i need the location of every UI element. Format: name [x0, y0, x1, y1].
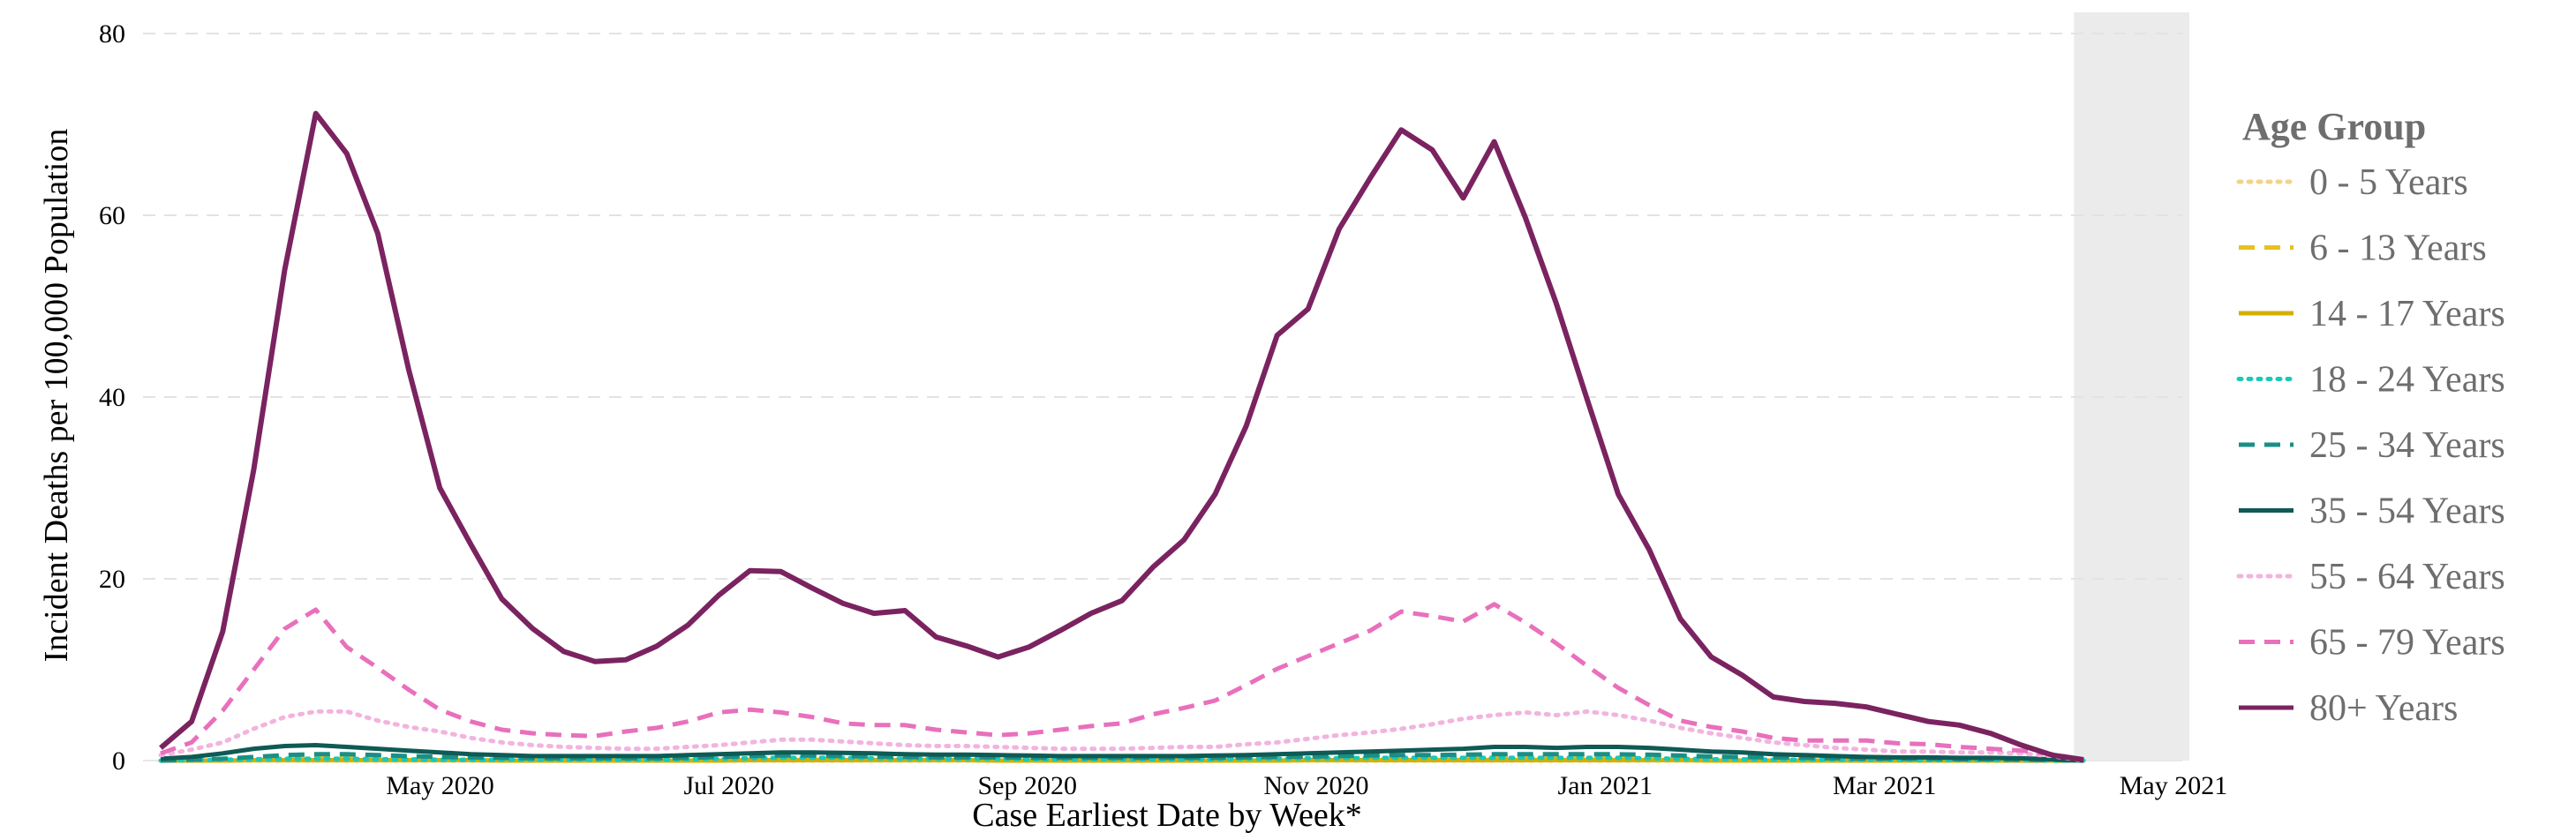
legend: Age Group 0 - 5 Years 6 - 13 Years 14 - 17… [2236, 105, 2505, 729]
legend-item: 35 - 54 Years [2239, 491, 2505, 532]
y-axis-title: Incident Deaths per 100,000 Population [38, 129, 75, 663]
y-tick-label: 80 [99, 19, 125, 49]
series-line-80+-years [159, 110, 2084, 762]
series-line-35-54-years [160, 743, 2084, 763]
legend-item: 0 - 5 Years [2236, 162, 2468, 203]
y-tick-label: 40 [99, 383, 125, 412]
legend-item: 25 - 34 Years [2239, 425, 2505, 466]
series-lines [158, 110, 2086, 763]
y-axis-ticks: 0 20 40 60 80 [99, 19, 125, 776]
x-tick-label: Jan 2021 [1557, 771, 1653, 800]
legend-label: 0 - 5 Years [2309, 162, 2468, 203]
x-axis-title: Case Earliest Date by Week* [972, 797, 1362, 834]
legend-item: 6 - 13 Years [2239, 229, 2487, 269]
legend-label: 14 - 17 Years [2309, 294, 2505, 334]
x-tick-label: May 2020 [386, 771, 494, 800]
x-tick-label: Jul 2020 [684, 771, 775, 800]
legend-title: Age Group [2242, 105, 2426, 148]
legend-label: 6 - 13 Years [2309, 229, 2487, 269]
legend-label: 55 - 64 Years [2309, 557, 2505, 597]
legend-item: 14 - 17 Years [2239, 294, 2505, 334]
y-tick-label: 60 [99, 201, 125, 230]
legend-label: 25 - 34 Years [2309, 425, 2505, 466]
shaded-partial-data-region [2074, 12, 2189, 761]
x-tick-label: Mar 2021 [1833, 771, 1936, 800]
legend-item: 65 - 79 Years [2239, 623, 2505, 664]
x-tick-label: May 2021 [2120, 771, 2228, 800]
series-line-55-64-years [158, 709, 2086, 763]
legend-item: 80+ Years [2239, 688, 2458, 729]
x-tick-label: Sep 2020 [977, 771, 1077, 800]
y-tick-label: 0 [112, 746, 125, 776]
legend-item: 18 - 24 Years [2236, 360, 2505, 401]
x-axis-ticks: May 2020 Jul 2020 Sep 2020 Nov 2020 Jan 2021… [386, 771, 2227, 800]
legend-label: 65 - 79 Years [2309, 623, 2505, 664]
legend-label: 35 - 54 Years [2309, 491, 2505, 532]
series-line-65-79-years [160, 602, 2084, 762]
legend-label: 80+ Years [2309, 688, 2458, 729]
y-tick-label: 20 [99, 565, 125, 594]
legend-label: 18 - 24 Years [2309, 360, 2505, 401]
legend-item: 55 - 64 Years [2236, 557, 2505, 597]
x-tick-label: Nov 2020 [1263, 771, 1368, 800]
gridlines [143, 33, 2182, 761]
